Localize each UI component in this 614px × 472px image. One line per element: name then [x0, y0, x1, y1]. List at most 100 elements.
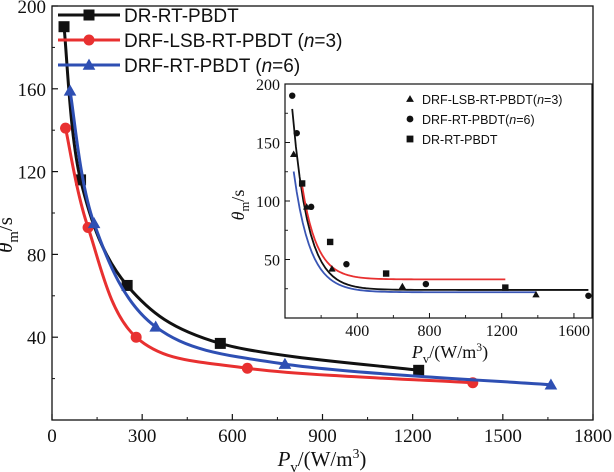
main-y-axis-label: θm/s [0, 217, 22, 253]
main-legend-label-3-name: DRF-RT-PBDT ( [124, 56, 262, 77]
main-x-tick-label-1800: 1800 [574, 426, 612, 447]
main-series-line-2 [64, 127, 473, 385]
inset-legend-label-1-suffix: =3) [544, 93, 562, 107]
inset-y-tick-label-200: 200 [256, 77, 280, 94]
inset-y-axis-label-unit: /s [228, 190, 248, 202]
inset-series-2-point-4 [343, 260, 350, 268]
main-legend-label-2-variable: n [304, 31, 315, 52]
inset-y-axis-label: θm/s [228, 190, 252, 221]
main-x-tick-label-300: 300 [128, 426, 157, 447]
main-x-axis-label-symbol: P [277, 447, 291, 471]
inset-series-2-point-3 [307, 203, 315, 211]
inset-chart: 400 800 1200 1600 50 100 150 200 Pv/(W/m3) θm/s DR… [228, 77, 593, 366]
inset-series-3-point-4 [502, 284, 509, 291]
main-series-3-point-2 [87, 217, 101, 229]
main-legend-label-2: DRF-LSB-RT-PBDT (n=3) [124, 31, 342, 52]
inset-legend-label-2: DRF-RT-PBDT(n=6) [422, 113, 535, 127]
main-x-tick-label-900: 900 [308, 426, 337, 447]
inset-series-2-point-1 [289, 92, 296, 99]
main-legend-label-3-suffix: =6) [272, 56, 300, 77]
main-series-1-point-2 [75, 174, 87, 186]
main-y-axis-label-unit: /s [0, 217, 17, 231]
main-series-1-point-3 [121, 279, 133, 291]
main-x-tick-label-0: 0 [47, 426, 57, 447]
main-series-3-point-3 [149, 320, 163, 332]
main-series-2-point-4 [241, 362, 253, 374]
main-series-1-point-5 [413, 364, 425, 376]
main-x-axis-label-superscript: 3 [353, 446, 360, 461]
inset-legend-marker-3 [406, 135, 414, 143]
inset-series-3-point-2 [326, 238, 334, 246]
main-y-tick-label-120: 120 [18, 163, 47, 184]
inset-legend-marker-2 [406, 115, 414, 123]
inset-legend-label-1-variable: n [537, 93, 544, 107]
main-series-2-point-1 [60, 122, 72, 134]
main-x-axis-label: Pv/(W/m3) [277, 446, 367, 472]
inset-x-axis-label-subscript: v [423, 352, 430, 366]
inset-y-tick-label-100: 100 [256, 194, 280, 211]
main-y-tick-label-40: 40 [27, 328, 46, 349]
inset-series-1-point-3 [328, 265, 336, 272]
inset-x-axis-label-unit: /(W/m [429, 342, 476, 363]
inset-series-1-point-4 [398, 282, 407, 290]
main-legend-label-3: DRF-RT-PBDT (n=6) [124, 56, 300, 77]
main-y-axis-label-symbol: θ [0, 243, 17, 253]
main-legend-marker-2 [83, 34, 95, 46]
inset-x-axis-label-superscript: 3 [476, 341, 482, 354]
inset-legend-label-1-name: DRF-LSB-RT-PBDT( [422, 93, 538, 107]
inset-fit-curve-2 [291, 108, 589, 291]
inset-x-axis-label-unit-close: ) [482, 342, 488, 363]
inset-legend-label-1: DRF-LSB-RT-PBDT(n=3) [422, 93, 562, 107]
main-series-3-point-4 [278, 357, 292, 369]
main-y-tick-label-80: 80 [27, 245, 46, 266]
inset-x-tick-label-1200: 1200 [486, 323, 518, 340]
inset-x-tick-label-800: 800 [417, 323, 441, 340]
inset-series-2-point-5 [422, 280, 430, 288]
main-y-tick-label-200: 200 [18, 0, 47, 18]
inset-series-1-point-5 [532, 290, 540, 298]
inset-y-axis-label-symbol: θ [228, 211, 248, 220]
inset-legend-marker-1 [406, 95, 414, 102]
main-legend-label-2-name: DRF-LSB-RT-PBDT ( [124, 31, 304, 52]
main-series-3-point-5 [544, 378, 558, 390]
main-legend-label-2-suffix: =3) [314, 31, 342, 52]
main-y-tick-label-160: 160 [18, 80, 47, 101]
inset-series-2-point-6 [585, 292, 592, 299]
inset-legend-label-3: DR-RT-PBDT [422, 133, 498, 147]
main-x-axis-label-unit: /(W/m [298, 447, 353, 471]
inset-y-tick-label-150: 150 [256, 136, 280, 153]
inset-fit-curve-1 [292, 171, 537, 294]
main-series-line-3 [68, 90, 552, 387]
inset-legend-label-2-variable: n [509, 113, 516, 127]
main-legend-label-1-name: DR-RT-PBDT [124, 6, 239, 27]
main-legend-label-3-variable: n [262, 56, 273, 77]
main-series-1-point-4 [214, 337, 226, 349]
main-series-2-point-3 [130, 331, 142, 343]
main-legend-marker-3 [82, 58, 96, 70]
main-x-tick-label-1500: 1500 [484, 426, 522, 447]
inset-x-tick-label-400: 400 [345, 323, 369, 340]
main-x-axis-label-subscript: v [290, 460, 298, 472]
main-x-tick-label-600: 600 [218, 426, 247, 447]
inset-legend-label-2-name: DRF-RT-PBDT( [422, 113, 510, 127]
inset-x-tick-label-1600: 1600 [558, 323, 590, 340]
inset-y-tick-label-50: 50 [264, 253, 280, 270]
main-x-axis-label-unit-close: ) [359, 447, 366, 471]
main-series-3-point-1 [63, 84, 77, 96]
inset-x-axis-label: Pv/(W/m3) [411, 341, 488, 366]
main-legend-label-1: DR-RT-PBDT [124, 6, 239, 27]
inset-fit-curve-3 [301, 185, 506, 281]
main-y-axis-label-subscript: m [6, 231, 22, 243]
main-legend-marker-1 [83, 9, 95, 21]
main-x-tick-label-1200: 1200 [394, 426, 432, 447]
inset-x-axis-label-symbol: P [411, 342, 423, 362]
inset-series-3-point-1 [298, 180, 306, 187]
inset-series-2-point-2 [293, 129, 300, 137]
main-series-1-point-1 [58, 21, 70, 33]
inset-legend-label-3-name: DR-RT-PBDT [422, 133, 498, 147]
inset-legend-label-2-suffix: =6) [516, 113, 534, 127]
inset-y-axis-label-subscript: m [238, 201, 252, 211]
inset-series-3-point-3 [382, 270, 390, 277]
